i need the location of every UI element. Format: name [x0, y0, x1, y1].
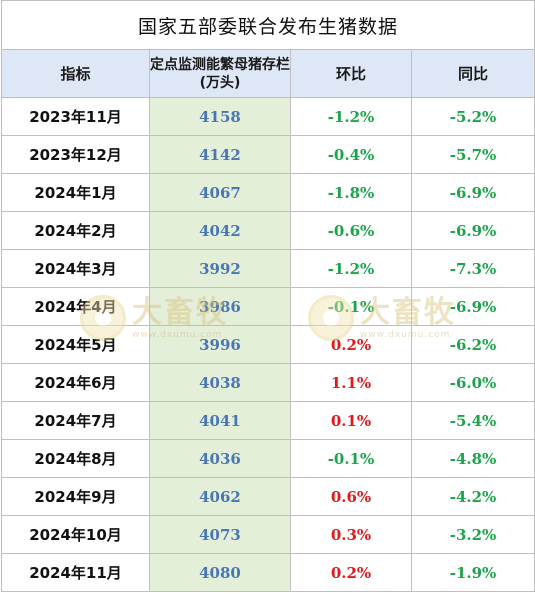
cell-month: 2024年7月	[1, 401, 150, 440]
table-row: 2023年11月 4158 -1.2% -5.2%	[1, 97, 535, 136]
table-row: 2024年7月 4041 0.1% -5.4%	[1, 401, 535, 440]
cell-mom: 0.2%	[290, 325, 412, 364]
cell-mom: -1.2%	[290, 97, 412, 136]
cell-mom: 0.3%	[290, 515, 412, 554]
cell-mom: -1.2%	[290, 249, 412, 288]
table-row: 2024年5月 3996 0.2% -6.2%	[1, 325, 535, 364]
cell-month: 2024年3月	[1, 249, 150, 288]
cell-yoy: -6.9%	[410, 211, 535, 250]
header-inventory: 定点监测能繁母猪存栏(万头)	[149, 49, 291, 98]
cell-yoy: -5.4%	[410, 401, 535, 440]
header-row: 指标 定点监测能繁母猪存栏(万头) 环比 同比	[1, 49, 535, 98]
cell-month: 2024年10月	[1, 515, 150, 554]
header-indicator: 指标	[1, 49, 150, 98]
table-row: 2024年6月 4038 1.1% -6.0%	[1, 363, 535, 402]
table-row: 2024年2月 4042 -0.6% -6.9%	[1, 211, 535, 250]
cell-inventory: 3986	[149, 287, 291, 326]
cell-inventory: 4042	[149, 211, 291, 250]
cell-inventory: 3996	[149, 325, 291, 364]
cell-yoy: -6.2%	[410, 325, 535, 364]
table-row: 2024年9月 4062 0.6% -4.2%	[1, 477, 535, 516]
cell-month: 2024年11月	[1, 553, 150, 592]
cell-inventory: 4073	[149, 515, 291, 554]
table-row: 2023年12月 4142 -0.4% -5.7%	[1, 135, 535, 174]
cell-month: 2023年11月	[1, 97, 150, 136]
cell-inventory: 3992	[149, 249, 291, 288]
cell-month: 2024年9月	[1, 477, 150, 516]
cell-mom: -0.1%	[290, 439, 412, 478]
table-row: 2024年3月 3992 -1.2% -7.3%	[1, 249, 535, 288]
table-row: 2024年10月 4073 0.3% -3.2%	[1, 515, 535, 554]
cell-mom: 0.1%	[290, 401, 412, 440]
table-title: 国家五部委联合发布生猪数据	[0, 0, 535, 50]
cell-yoy: -5.7%	[410, 135, 535, 174]
cell-inventory: 4080	[149, 553, 291, 592]
cell-inventory: 4041	[149, 401, 291, 440]
cell-month: 2024年1月	[1, 173, 150, 212]
cell-inventory: 4038	[149, 363, 291, 402]
cell-month: 2024年8月	[1, 439, 150, 478]
cell-yoy: -5.2%	[410, 97, 535, 136]
cell-yoy: -6.9%	[410, 287, 535, 326]
cell-inventory: 4067	[149, 173, 291, 212]
header-mom: 环比	[290, 49, 412, 98]
cell-mom: -0.1%	[290, 287, 412, 326]
cell-month: 2024年6月	[1, 363, 150, 402]
cell-inventory: 4062	[149, 477, 291, 516]
table-row: 2024年8月 4036 -0.1% -4.8%	[1, 439, 535, 478]
cell-inventory: 4142	[149, 135, 291, 174]
cell-mom: 0.6%	[290, 477, 412, 516]
cell-mom: -0.6%	[290, 211, 412, 250]
header-yoy: 同比	[410, 49, 535, 98]
cell-month: 2024年2月	[1, 211, 150, 250]
table-row: 2024年4月 3986 -0.1% -6.9%	[1, 287, 535, 326]
table-row: 2024年11月 4080 0.2% -1.9%	[1, 553, 535, 592]
cell-month: 2024年5月	[1, 325, 150, 364]
cell-yoy: -6.0%	[410, 363, 535, 402]
cell-yoy: -4.2%	[410, 477, 535, 516]
cell-month: 2024年4月	[1, 287, 150, 326]
cell-mom: -1.8%	[290, 173, 412, 212]
cell-yoy: -3.2%	[410, 515, 535, 554]
cell-yoy: -1.9%	[410, 553, 535, 592]
cell-mom: 1.1%	[290, 363, 412, 402]
cell-mom: 0.2%	[290, 553, 412, 592]
cell-yoy: -7.3%	[410, 249, 535, 288]
cell-mom: -0.4%	[290, 135, 412, 174]
cell-yoy: -4.8%	[410, 439, 535, 478]
cell-inventory: 4036	[149, 439, 291, 478]
table-row: 2024年1月 4067 -1.8% -6.9%	[1, 173, 535, 212]
cell-yoy: -6.9%	[410, 173, 535, 212]
cell-month: 2023年12月	[1, 135, 150, 174]
cell-inventory: 4158	[149, 97, 291, 136]
